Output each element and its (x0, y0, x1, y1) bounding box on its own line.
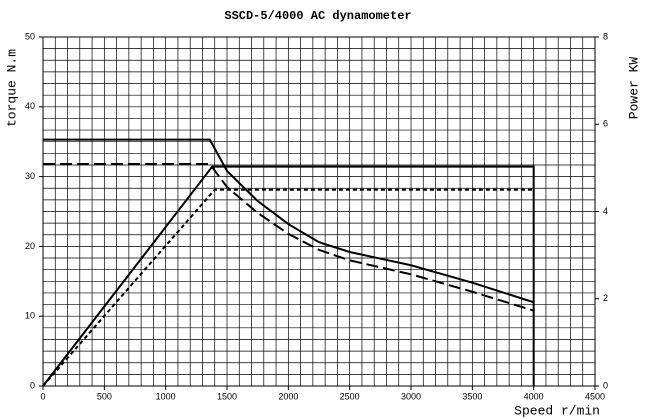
y-tick-label: 10 (25, 311, 35, 321)
y-tick-label: 0 (30, 380, 35, 390)
x-tick-label: 3500 (462, 391, 482, 401)
series-line (43, 163, 534, 312)
y-tick-label: 30 (25, 171, 35, 181)
x-tick-label: 4500 (585, 391, 605, 401)
y-axis-title: torque N.m (4, 49, 19, 127)
series-line (43, 138, 534, 304)
y-tick-label: 40 (25, 101, 35, 111)
y-tick-label: 50 (25, 31, 35, 41)
y2-tick-label: 6 (603, 119, 608, 129)
y2-tick-label: 0 (603, 380, 608, 390)
x-tick-label: 0 (40, 391, 45, 401)
series-line (42, 165, 535, 387)
x-tick-label: 2500 (340, 391, 360, 401)
x-tick-label: 1000 (156, 391, 176, 401)
x-tick-label: 4000 (524, 391, 544, 401)
series-line (42, 188, 534, 387)
x-tick-label: 2000 (278, 391, 298, 401)
y2-tick-label: 8 (603, 31, 608, 41)
x-tick-label: 3000 (401, 391, 421, 401)
y-tick-label: 20 (25, 241, 35, 251)
x-axis-title: Speed r/min (514, 403, 600, 418)
y2-tick-label: 2 (603, 293, 608, 303)
chart-title: SSCD-5/4000 AC dynamometer (224, 9, 411, 23)
y2-axis-title: Power KW (626, 57, 641, 120)
y2-tick-label: 4 (603, 206, 608, 216)
x-tick-label: 500 (97, 391, 112, 401)
x-tick-label: 1500 (217, 391, 237, 401)
